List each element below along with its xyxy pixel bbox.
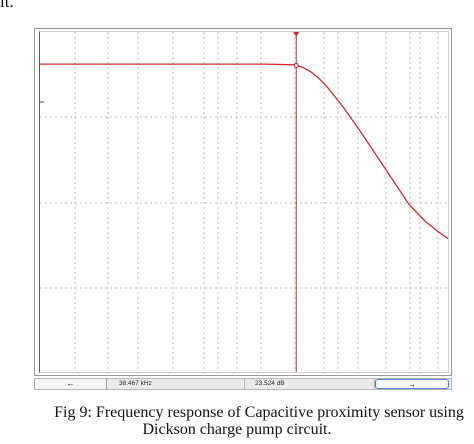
frequency-readout: 38.467 kHz bbox=[109, 379, 245, 389]
right-arrow-icon: → bbox=[408, 380, 416, 389]
frequency-response-chart bbox=[40, 32, 448, 372]
response-curve-0 bbox=[40, 63, 448, 240]
plot-area[interactable] bbox=[39, 31, 449, 373]
cursor-status-bar: ← 38.467 kHz 23.524 dB → bbox=[34, 378, 452, 390]
gain-readout: 23.524 dB bbox=[245, 379, 375, 389]
cursor-point-marker-0 bbox=[293, 62, 299, 68]
cursor-left-button[interactable]: ← bbox=[35, 379, 107, 389]
bode-plot-window bbox=[34, 28, 452, 376]
caption-line-1: Fig 9: Frequency response of Capacitive … bbox=[54, 404, 464, 421]
cursor-top-marker bbox=[293, 32, 300, 37]
figure-caption: Fig 9: Frequency response of Capacitive … bbox=[0, 404, 474, 438]
previous-text-fragment: it. bbox=[0, 0, 14, 11]
left-arrow-icon: ← bbox=[66, 379, 75, 388]
caption-line-2: Dickson charge pump circuit. bbox=[142, 421, 332, 438]
cursor-right-button[interactable]: → bbox=[375, 379, 449, 389]
